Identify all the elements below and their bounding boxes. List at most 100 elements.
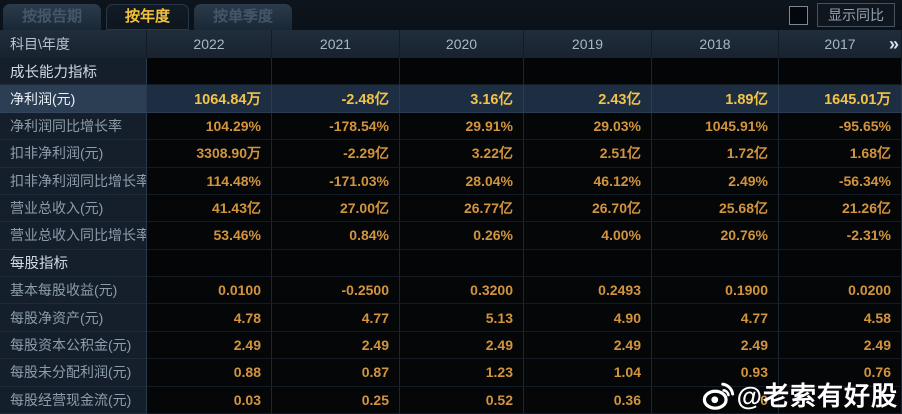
show-yoy-control: 显示同比 (789, 3, 895, 27)
value-cell: 28.04% (400, 167, 524, 195)
table-row[interactable]: 每股指标 (0, 249, 902, 277)
row-label: 营业总收入同比增长率 (0, 222, 147, 250)
value-cell: 4.77 (652, 304, 779, 332)
value-cell: 29.91% (400, 112, 524, 141)
value-cell: 1645.01万 (779, 85, 902, 113)
table-row[interactable]: 扣非净利润同比增长率 114.48% -171.03% 28.04% 46.12% 2.4… (0, 167, 902, 195)
row-label: 每股净资产(元) (0, 304, 147, 332)
value-cell (524, 58, 652, 86)
row-label: 每股指标 (0, 249, 147, 277)
value-cell: 27.00亿 (272, 194, 400, 223)
value-cell: -171.03% (272, 167, 400, 195)
value-cell: 2.49 (400, 331, 524, 360)
value-cell: 3.16亿 (400, 85, 524, 113)
table-body: 成长能力指标 净利润(元) 1064.84万 -2.48亿 3.16亿 2.43亿 1.89… (0, 58, 902, 414)
value-cell: 29.03% (524, 112, 652, 141)
value-cell: 104.29% (147, 112, 272, 141)
tab-by-report-period[interactable]: 按报告期 (3, 4, 102, 30)
table-row[interactable]: 每股未分配利润(元) 0.88 0.87 1.23 1.04 0.93 0.76 (0, 359, 902, 387)
value-cell: 4.58 (779, 304, 902, 332)
value-cell: 0.52 (400, 386, 524, 414)
value-cell: 0.03 (147, 386, 272, 414)
value-cell: 41.43亿 (147, 194, 272, 223)
value-cell: 0.26% (400, 222, 524, 250)
value-cell: 20.76% (652, 222, 779, 250)
row-label: 净利润(元) (0, 85, 147, 113)
value-cell: -178.54% (272, 112, 400, 141)
value-cell: 4.00% (524, 222, 652, 250)
year-column-header: 2020 (400, 30, 524, 58)
value-cell: -95.65% (779, 112, 902, 141)
table-row[interactable]: 净利润同比增长率 104.29% -178.54% 29.91% 29.03% 1045.… (0, 112, 902, 141)
year-column-header: 2021 (272, 30, 400, 58)
table-row[interactable]: 每股资本公积金(元) 2.49 2.49 2.49 2.49 2.49 2.49 (0, 331, 902, 360)
table-row[interactable]: 营业总收入同比增长率 53.46% 0.84% 0.26% 4.00% 20.76% -2.… (0, 222, 902, 250)
value-cell: 0 (652, 386, 779, 414)
value-cell: 26.77亿 (400, 194, 524, 223)
value-cell: 4.77 (272, 304, 400, 332)
value-cell: 0.93 (652, 359, 779, 387)
value-cell (400, 58, 524, 86)
more-years-chevron-icon[interactable]: » (888, 33, 899, 54)
value-cell: 1064.84万 (147, 85, 272, 113)
value-cell: 1.23 (400, 359, 524, 387)
value-cell: 0.0100 (147, 277, 272, 305)
value-cell: 5.13 (400, 304, 524, 332)
table-row[interactable]: 扣非净利润(元) 3308.90万 -2.29亿 3.22亿 2.51亿 1.72亿 1.6… (0, 140, 902, 168)
value-cell: 0.3200 (400, 277, 524, 305)
year-column-header: 2017 (779, 30, 902, 58)
value-cell: 1.68亿 (779, 140, 902, 168)
table-row[interactable]: 成长能力指标 (0, 58, 902, 86)
tab-by-year[interactable]: 按年度 (106, 4, 190, 30)
value-cell: 2.43亿 (524, 85, 652, 113)
value-cell: 2.49 (272, 331, 400, 360)
show-yoy-checkbox[interactable] (789, 5, 808, 25)
year-column-header: 2018 (652, 30, 779, 58)
value-cell: 25.68亿 (652, 194, 779, 223)
value-cell: 1.04 (524, 359, 652, 387)
table-row[interactable]: 基本每股收益(元) 0.0100 -0.2500 0.3200 0.2493 0.1900… (0, 277, 902, 305)
row-label: 基本每股收益(元) (0, 277, 147, 305)
value-cell: 3.22亿 (400, 140, 524, 168)
row-label: 每股资本公积金(元) (0, 331, 147, 360)
tab-bar: 按报告期 按年度 按单季度 显示同比 (0, 0, 902, 30)
tab-by-single-quarter[interactable]: 按单季度 (194, 4, 293, 30)
value-cell (652, 58, 779, 86)
value-cell (652, 249, 779, 277)
value-cell: 0.0200 (779, 277, 902, 305)
table-row[interactable]: 每股净资产(元) 4.78 4.77 5.13 4.90 4.77 4.58 (0, 304, 902, 332)
table-row[interactable]: 每股经营现金流(元) 0.03 0.25 0.52 0.36 0 (0, 386, 902, 414)
table-row[interactable]: 净利润(元) 1064.84万 -2.48亿 3.16亿 2.43亿 1.89亿 1645.… (0, 85, 902, 113)
value-cell: 2.49 (524, 331, 652, 360)
value-cell (147, 249, 272, 277)
row-label: 每股经营现金流(元) (0, 386, 147, 414)
table-row[interactable]: 营业总收入(元) 41.43亿 27.00亿 26.77亿 26.70亿 25.68亿 21… (0, 194, 902, 223)
value-cell: 2.49% (652, 167, 779, 195)
value-cell: 0.76 (779, 359, 902, 387)
value-cell: 0.1900 (652, 277, 779, 305)
show-yoy-label[interactable]: 显示同比 (817, 3, 895, 27)
value-cell: 26.70亿 (524, 194, 652, 223)
value-cell: 0.88 (147, 359, 272, 387)
value-cell: 0.36 (524, 386, 652, 414)
value-cell (400, 249, 524, 277)
value-cell: 2.49 (779, 331, 902, 360)
value-cell: 1.72亿 (652, 140, 779, 168)
value-cell: 114.48% (147, 167, 272, 195)
row-label: 营业总收入(元) (0, 194, 147, 223)
value-cell: -2.29亿 (272, 140, 400, 168)
corner-header-cell: 科目\年度 (0, 30, 147, 58)
value-cell (147, 58, 272, 86)
value-cell: 1.89亿 (652, 85, 779, 113)
value-cell: 53.46% (147, 222, 272, 250)
value-cell (272, 58, 400, 86)
value-cell: -56.34% (779, 167, 902, 195)
value-cell: -2.48亿 (272, 85, 400, 113)
value-cell: -0.2500 (272, 277, 400, 305)
value-cell: 4.78 (147, 304, 272, 332)
row-label: 净利润同比增长率 (0, 112, 147, 141)
year-column-header: 2019 (524, 30, 652, 58)
value-cell (779, 386, 902, 414)
value-cell: 2.49 (147, 331, 272, 360)
value-cell: 0.87 (272, 359, 400, 387)
